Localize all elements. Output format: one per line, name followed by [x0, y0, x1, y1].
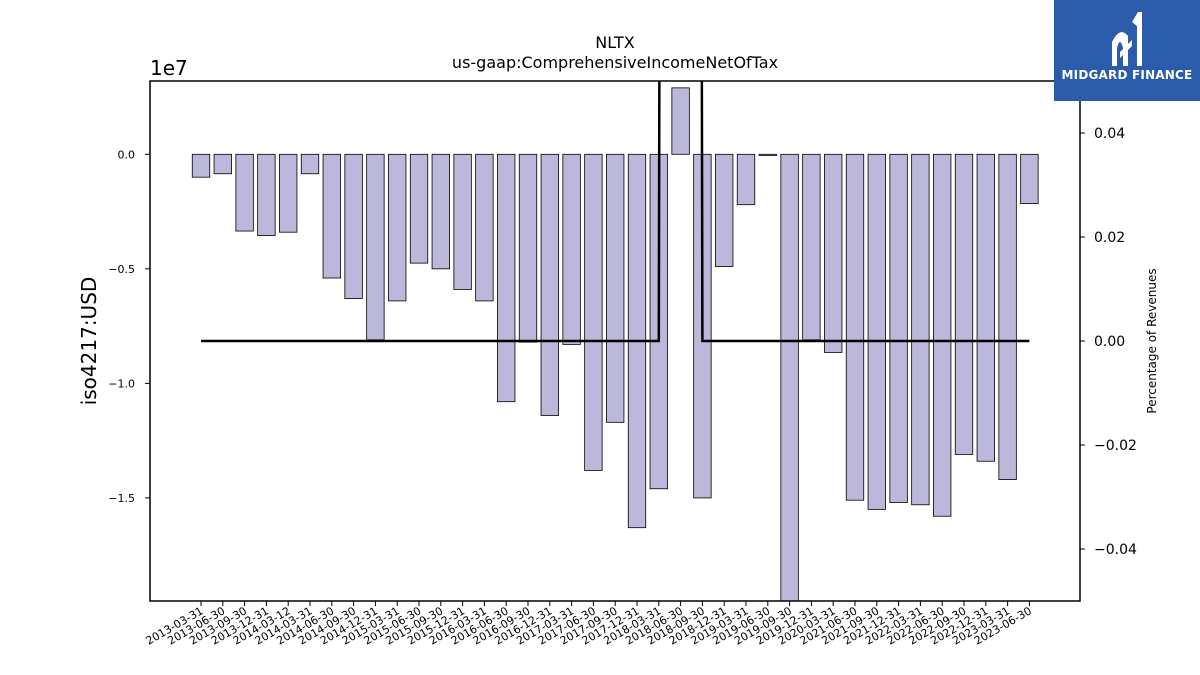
bar	[889, 153, 908, 503]
logo-text: MIDGARD FINANCE	[1061, 68, 1193, 82]
y2-tick-label: −0.04	[1094, 542, 1137, 558]
bar	[518, 153, 538, 343]
bar	[911, 153, 930, 506]
y2-tick-label: −0.02	[1094, 438, 1137, 454]
bar	[867, 153, 886, 510]
bar	[715, 153, 734, 267]
bar	[344, 153, 363, 300]
bar	[213, 153, 232, 175]
bar	[998, 153, 1017, 480]
bar	[409, 153, 429, 264]
bar	[540, 153, 559, 416]
bar	[1020, 153, 1039, 204]
bar	[300, 153, 320, 175]
y2-tick-label: 0.04	[1094, 126, 1125, 142]
bar	[671, 87, 690, 155]
bar	[322, 153, 341, 279]
bar	[235, 153, 254, 232]
bar	[845, 153, 865, 501]
bar	[431, 153, 450, 270]
bar	[976, 153, 995, 462]
y2-tick-label: 0.00	[1094, 334, 1125, 350]
bar	[954, 153, 974, 455]
y-axis-label: iso4217:USD	[77, 277, 101, 406]
bar	[497, 153, 516, 403]
percentage-line	[201, 81, 1030, 343]
bar	[562, 153, 581, 345]
y-tick-label: 0.0	[118, 148, 136, 161]
y-offset-label: 1e7	[150, 56, 188, 80]
bar	[824, 153, 843, 353]
y2-tick-label: 0.02	[1094, 230, 1125, 246]
bar	[475, 153, 494, 302]
bar	[933, 153, 952, 517]
y2-axis-label: Percentage of Revenues	[1145, 268, 1159, 413]
bar	[366, 153, 385, 341]
bar	[279, 153, 298, 233]
logo-mark-icon	[1112, 12, 1142, 66]
y-tick-label: −1.0	[108, 377, 135, 390]
chart-subtitle: us-gaap:ComprehensiveIncomeNetOfTax	[452, 53, 778, 72]
plot-frame	[149, 80, 1081, 602]
bar	[584, 153, 603, 471]
y-tick-label: −0.5	[108, 263, 135, 276]
logo: MIDGARD FINANCE	[1054, 0, 1200, 101]
bar	[758, 153, 777, 156]
y-tick-label: −1.5	[108, 492, 135, 505]
chart-title: NLTX	[595, 33, 634, 52]
bar	[191, 153, 211, 178]
bar	[802, 153, 821, 341]
bar	[606, 153, 625, 423]
bar	[388, 153, 407, 302]
bar	[736, 153, 756, 206]
bar	[257, 153, 276, 237]
bar	[453, 153, 472, 290]
bar	[780, 153, 799, 601]
